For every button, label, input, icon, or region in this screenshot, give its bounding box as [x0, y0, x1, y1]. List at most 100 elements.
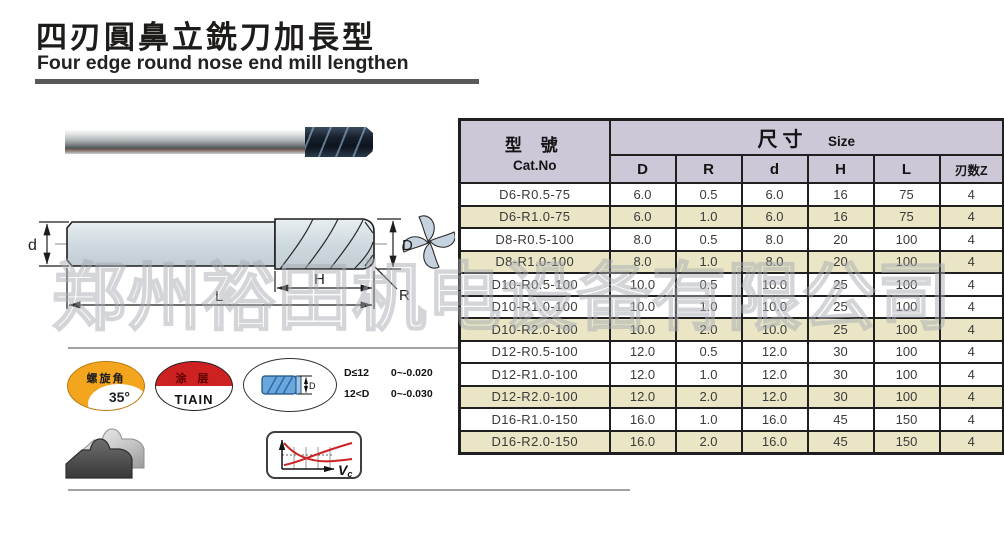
bottom-divider [68, 489, 630, 491]
size-label-zh: 尺寸 [757, 129, 808, 151]
cell-L: 75 [872, 182, 941, 207]
cell-d: 6.0 [740, 204, 809, 229]
helix-angle-label: 螺旋角 [86, 373, 126, 385]
cell-L: 100 [872, 227, 941, 252]
cell-D: 12.0 [608, 384, 677, 409]
cell-D: 10.0 [608, 317, 677, 342]
drawing-flute-body [274, 218, 375, 270]
helix-angle-value: 35° [108, 389, 130, 405]
col-header-size: 尺寸 Size [608, 118, 1004, 156]
cell-R: 1.0 [674, 294, 743, 319]
cat-no-label-en: Cat.No [513, 157, 557, 173]
cell-L: 100 [872, 384, 941, 409]
cell-Z: 4 [938, 249, 1004, 274]
table-row: D16-R2.0-150 16.0 2.0 16.0 45 150 4 [458, 429, 1004, 455]
cell-cat-no: D8-R1.0-100 [458, 249, 611, 274]
cell-d: 6.0 [740, 182, 809, 207]
spec-table-container: 型 號 Cat.No 尺寸 Size D R d H L 刃数Z [458, 118, 1004, 455]
cell-L: 100 [872, 317, 941, 342]
end-mill-flutes [305, 127, 373, 157]
cell-D: 10.0 [608, 294, 677, 319]
cell-Z: 4 [938, 294, 1004, 319]
drawing-shank [66, 221, 276, 267]
cell-L: 100 [872, 249, 941, 274]
cell-R: 0.5 [674, 272, 743, 297]
col-header-cat-no: 型 號 Cat.No [458, 118, 611, 184]
table-row: D10-R0.5-100 10.0 0.5 10.0 25 100 4 [458, 272, 1004, 297]
tolerance-condition: 12<D [344, 388, 370, 400]
table-row: D12-R2.0-100 12.0 2.0 12.0 30 100 4 [458, 384, 1004, 409]
cell-H: 30 [806, 362, 875, 387]
cell-d: 10.0 [740, 294, 809, 319]
cell-H: 25 [806, 294, 875, 319]
cell-L: 75 [872, 204, 941, 229]
dimension-drawing: d D R H L [28, 215, 455, 309]
table-row: D8-R0.5-100 8.0 0.5 8.0 20 100 4 [458, 227, 1004, 252]
page-title: 四刃圓鼻立銑刀加長型 [36, 20, 376, 55]
coating-badge: 涂 层 TIAIN [155, 361, 233, 411]
tolerance-text: D≤12 0~-0.020 12<D 0~-0.030 [344, 363, 433, 405]
cell-R: 1.0 [674, 204, 743, 229]
section-divider [68, 347, 630, 349]
table-row: D16-R1.0-150 16.0 1.0 16.0 45 150 4 [458, 407, 1004, 432]
col-header-H: H [806, 154, 875, 184]
cell-R: 0.5 [674, 227, 743, 252]
tolerance-mill-icon: D [261, 375, 316, 395]
cell-d: 10.0 [740, 272, 809, 297]
table-row: D10-R1.0-100 10.0 1.0 10.0 25 100 4 [458, 294, 1004, 319]
col-header-d: d [740, 154, 809, 184]
tolerance-line: 12<D 0~-0.030 [344, 384, 433, 405]
cell-cat-no: D10-R2.0-100 [458, 317, 611, 342]
cell-cat-no: D16-R1.0-150 [458, 407, 611, 432]
flute-spiral-lines [279, 218, 374, 270]
cell-R: 1.0 [674, 407, 743, 432]
tolerance-value: 0~-0.030 [390, 388, 433, 400]
cell-L: 150 [872, 429, 941, 455]
page-subtitle: Four edge round nose end mill lengthen [37, 52, 409, 74]
cell-R: 1.0 [674, 362, 743, 387]
cell-H: 25 [806, 272, 875, 297]
cell-Z: 4 [938, 227, 1004, 252]
vc-label-sub: c [347, 469, 352, 477]
cell-cat-no: D12-R1.0-100 [458, 362, 611, 387]
col-header-flutes: 刃数Z [938, 154, 1004, 184]
cell-D: 16.0 [608, 407, 677, 432]
cell-cat-no: D12-R0.5-100 [458, 339, 611, 364]
cell-D: 12.0 [608, 339, 677, 364]
cell-H: 20 [806, 249, 875, 274]
cell-H: 25 [806, 317, 875, 342]
cell-D: 8.0 [608, 249, 677, 274]
cell-d: 16.0 [740, 429, 809, 455]
dim-label-d: d [28, 237, 37, 254]
tolerance-badge: D [243, 358, 337, 412]
cell-L: 100 [872, 362, 941, 387]
spec-table: 型 號 Cat.No 尺寸 Size D R d H L 刃数Z [458, 118, 1004, 455]
cell-D: 6.0 [608, 182, 677, 207]
cell-d: 12.0 [740, 384, 809, 409]
cell-cat-no: D10-R1.0-100 [458, 294, 611, 319]
end-view-icon [402, 215, 455, 269]
cell-H: 45 [806, 407, 875, 432]
cell-Z: 4 [938, 317, 1004, 342]
cell-L: 150 [872, 407, 941, 432]
cell-Z: 4 [938, 384, 1004, 409]
dim-label-H: H [314, 271, 325, 288]
table-row: D10-R2.0-100 10.0 2.0 10.0 25 100 4 [458, 317, 1004, 342]
cell-R: 2.0 [674, 384, 743, 409]
col-header-D: D [608, 154, 677, 184]
cell-cat-no: D6-R0.5-75 [458, 182, 611, 207]
cell-Z: 4 [938, 362, 1004, 387]
col-header-L: L [872, 154, 941, 184]
cell-R: 1.0 [674, 249, 743, 274]
cell-d: 12.0 [740, 362, 809, 387]
cell-D: 6.0 [608, 204, 677, 229]
cell-Z: 4 [938, 204, 1004, 229]
tolerance-condition: D≤12 [344, 367, 370, 379]
cutting-speed-icon: Vc [266, 431, 362, 479]
cell-d: 8.0 [740, 227, 809, 252]
table-row: D8-R1.0-100 8.0 1.0 8.0 20 100 4 [458, 249, 1004, 274]
cell-L: 100 [872, 294, 941, 319]
cell-D: 10.0 [608, 272, 677, 297]
cell-D: 8.0 [608, 227, 677, 252]
